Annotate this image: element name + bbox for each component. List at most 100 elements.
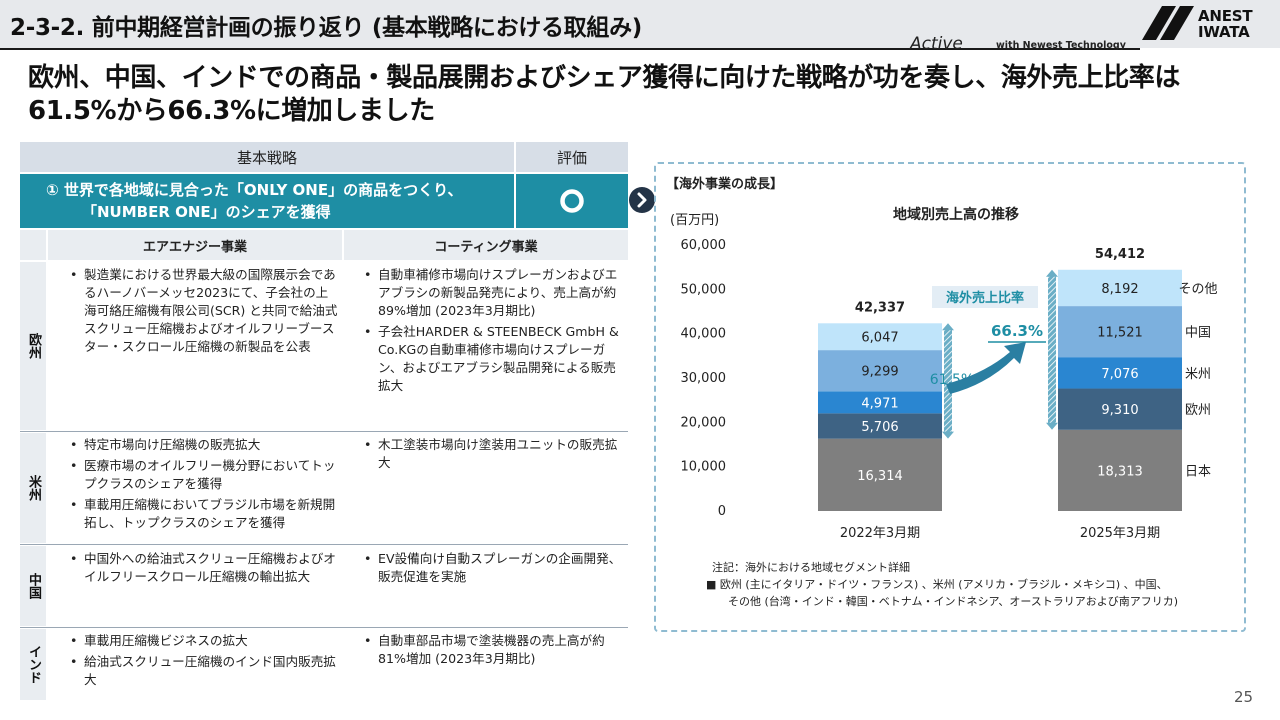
col-header-eval: 評価: [516, 142, 628, 172]
data-label: 9,299: [861, 365, 898, 380]
list-item: 自動車補修市場向けスプレーガンおよびエアブラシの新製品発売により、売上高が約89…: [364, 266, 626, 320]
series-label: その他: [1178, 282, 1217, 297]
list-item: EV設備向け自動スプレーガンの企画開発、販売促進を実施: [364, 550, 626, 586]
india-coating-cell: 自動車部品市場で塗装機器の売上高が約81%増加 (2023年3月期比): [358, 632, 626, 671]
list-item: 特定市場向け圧縮機の販売拡大: [70, 436, 340, 454]
subheader-air-energy: エアエナジー事業: [48, 230, 342, 260]
region-label-india: インド: [20, 629, 46, 700]
bar-segment-1: [1058, 388, 1182, 430]
evaluation-circle-icon: [560, 189, 584, 213]
bar-segment-0: [818, 438, 942, 511]
logo-line2: IWATA: [1198, 23, 1250, 41]
y-tick-label: 60,000: [681, 238, 727, 253]
row-divider: [20, 627, 628, 628]
tagline-text: with Newest Technology: [996, 40, 1126, 51]
ratio-bracket-arrowhead: [942, 323, 954, 331]
bar-segment-3: [1058, 306, 1182, 358]
strategy-line1: ① 世界で各地域に見合った「ONLY ONE」の商品をつくり、: [46, 181, 463, 199]
list-item: 自動車部品市場で塗装機器の売上高が約81%増加 (2023年3月期比): [364, 632, 626, 668]
region-label-europe: 欧州: [20, 262, 46, 430]
data-label: 18,313: [1097, 464, 1143, 479]
header-band: [0, 0, 1280, 48]
col-header-strategy: 基本戦略: [20, 142, 514, 172]
subheader-blank: [20, 230, 46, 260]
total-label: 42,337: [855, 300, 905, 315]
y-tick-label: 30,000: [681, 371, 727, 386]
y-tick-label: 20,000: [681, 415, 727, 430]
ratio-bracket-arrowhead: [942, 431, 954, 439]
total-label: 54,412: [1095, 247, 1145, 262]
bar-segment-2: [1058, 357, 1182, 389]
series-label: 欧州: [1185, 403, 1211, 418]
ratio-bracket: [1048, 275, 1056, 424]
header-rule: [0, 48, 1140, 50]
strategy-banner: ① 世界で各地域に見合った「ONLY ONE」の商品をつくり、 「NUMBER …: [20, 174, 514, 228]
data-label: 11,521: [1097, 326, 1143, 341]
note-line2: ■ 欧州 (主にイタリア・ドイツ・フランス) 、米州 (アメリカ・ブラジル・メキ…: [706, 577, 1168, 591]
data-label: 4,971: [861, 396, 898, 411]
row-divider: [20, 431, 628, 432]
data-label: 8,192: [1101, 282, 1138, 297]
tagline-brand: Active: [910, 34, 963, 54]
list-item: 車載用圧縮機においてブラジル市場を新規開拓し、トップクラスのシェアを獲得: [70, 496, 340, 532]
y-tick-label: 0: [718, 504, 726, 519]
list-item: 子会社HARDER & STEENBECK GmbH & Co.KGの自動車補修…: [364, 323, 626, 395]
region-label-china: 中国: [20, 546, 46, 626]
chart-title: 地域別売上高の推移: [893, 206, 1019, 223]
data-label: 7,076: [1101, 367, 1138, 382]
series-label: 中国: [1185, 326, 1211, 341]
subheader-coating: コーティング事業: [344, 230, 628, 260]
ratio-value-label: 66.3%: [991, 322, 1043, 340]
region-label-americas: 米州: [20, 433, 46, 543]
note-line3: その他 (台湾・インド・韓国・ベトナム・インドネシア、オーストラリアおよび南アフ…: [728, 594, 1178, 608]
list-item: 製造業における世界最大級の国際展示会であるハーノバーメッセ2023にて、子会社の…: [70, 266, 340, 356]
bar-segment-4: [1058, 269, 1182, 307]
americas-coating-cell: 木工塗装市場向け塗装用ユニットの販売拡大: [358, 436, 626, 475]
bar-segment-4: [818, 323, 942, 351]
list-item: 給油式スクリュー圧縮機のインド国内販売拡大: [70, 653, 340, 689]
bar-segment-0: [1058, 429, 1182, 511]
series-label: 日本: [1185, 464, 1211, 479]
chart-box-title: 【海外事業の成長】: [666, 176, 783, 192]
bar-segment-1: [818, 413, 942, 439]
strategy-line2: 「NUMBER ONE」のシェアを獲得: [82, 203, 331, 221]
headline: 欧州、中国、インドでの商品・製品展開およびシェア獲得に向けた戦略が功を奏し、海外…: [28, 63, 1181, 126]
india-air-cell: 車載用圧縮機ビジネスの拡大 給油式スクリュー圧縮機のインド国内販売拡大: [64, 632, 340, 692]
company-logo-mark-icon: [1142, 6, 1194, 40]
americas-air-cell: 特定市場向け圧縮機の販売拡大 医療市場のオイルフリー機分野においてトップクラスの…: [64, 436, 340, 535]
growth-arrow-icon: [946, 342, 1026, 394]
logo-line1: ANEST: [1198, 7, 1253, 25]
section-title: 2-3-2. 前中期経営計画の振り返り (基本戦略における取組み): [10, 15, 642, 41]
y-unit-label: (百万円): [670, 213, 719, 228]
row-divider: [20, 544, 628, 545]
y-tick-label: 10,000: [681, 460, 727, 475]
china-coating-cell: EV設備向け自動スプレーガンの企画開発、販売促進を実施: [358, 550, 626, 589]
list-item: 医療市場のオイルフリー機分野においてトップクラスのシェアを獲得: [70, 457, 340, 493]
series-label: 米州: [1185, 367, 1211, 382]
ratio-bracket-arrowhead: [1046, 422, 1058, 430]
stacked-bar-chart: 【海外事業の成長】 (百万円) 地域別売上高の推移 0 10,000 20,000 3…: [666, 176, 1218, 608]
data-label: 9,310: [1101, 403, 1138, 418]
note-line1: 注記：海外における地域セグメント詳細: [712, 560, 910, 574]
data-label: 6,047: [861, 331, 898, 346]
x-category-label: 2022年3月期: [840, 526, 920, 541]
data-label: 16,314: [857, 469, 903, 484]
chevron-right-icon: [629, 187, 655, 213]
ratio-bracket: [944, 329, 952, 433]
data-label: 5,706: [861, 420, 898, 435]
page-number: 25: [1234, 688, 1254, 706]
y-tick-label: 40,000: [681, 327, 727, 342]
ratio-bracket-arrowhead: [1046, 269, 1058, 277]
list-item: 車載用圧縮機ビジネスの拡大: [70, 632, 340, 650]
list-item: 木工塗装市場向け塗装用ユニットの販売拡大: [364, 436, 626, 472]
ratio-title-label: 海外売上比率: [946, 290, 1024, 306]
bar-segment-3: [818, 350, 942, 392]
list-item: 中国外への給油式スクリュー圧縮機およびオイルフリースクロール圧縮機の輸出拡大: [70, 550, 340, 586]
europe-coating-cell: 自動車補修市場向けスプレーガンおよびエアブラシの新製品発売により、売上高が約89…: [358, 266, 626, 398]
chart-panel: [654, 162, 1246, 632]
bar-segment-2: [818, 391, 942, 414]
x-category-label: 2025年3月期: [1080, 526, 1160, 541]
ratio-label-box: [932, 286, 1038, 308]
company-logo-text: ANEST IWATA: [1198, 7, 1253, 41]
europe-air-cell: 製造業における世界最大級の国際展示会であるハーノバーメッセ2023にて、子会社の…: [64, 266, 340, 359]
